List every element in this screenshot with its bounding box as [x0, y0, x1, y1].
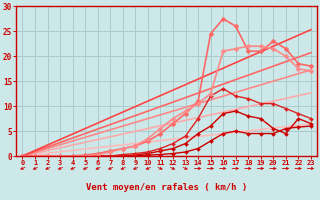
X-axis label: Vent moyen/en rafales ( km/h ): Vent moyen/en rafales ( km/h )	[86, 183, 247, 192]
